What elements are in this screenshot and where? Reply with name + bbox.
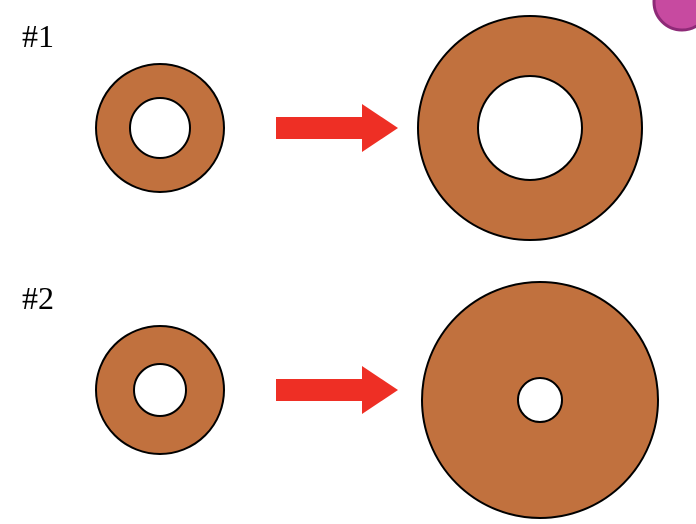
diagram-canvas xyxy=(0,0,696,524)
row-2-arrow-icon xyxy=(276,366,398,414)
row-1 xyxy=(96,16,642,240)
row-1-arrow-icon xyxy=(276,104,398,152)
row-2-right-donut xyxy=(422,282,658,518)
row-2 xyxy=(96,282,658,518)
row-2-label: #2 xyxy=(22,280,54,317)
corner-decoration xyxy=(654,0,696,30)
row-1-label: #1 xyxy=(22,18,54,55)
row-1-right-donut xyxy=(418,16,642,240)
row-1-left-donut xyxy=(96,64,224,192)
row-2-left-donut xyxy=(96,326,224,454)
